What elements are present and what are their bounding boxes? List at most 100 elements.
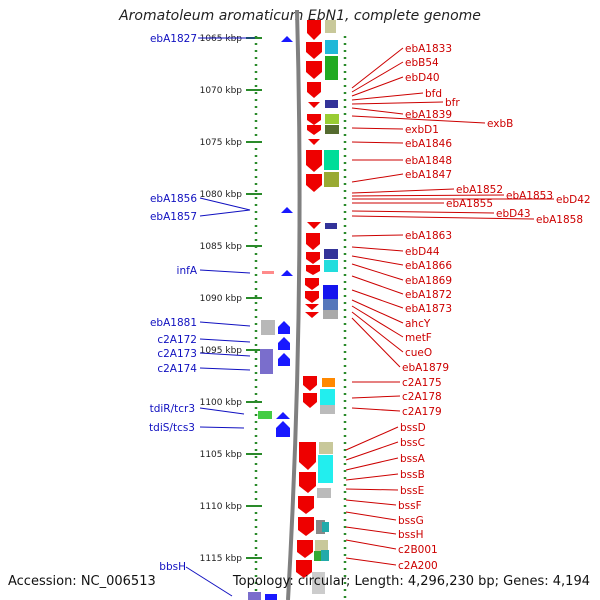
block-9[interactable] [325,223,337,229]
gene-ebA1827[interactable] [281,36,293,42]
gene-tdiS[interactable] [276,421,290,437]
gene-red-26[interactable] [296,560,312,578]
gene-bbsH-arrow[interactable] [265,594,277,600]
right-label[interactable]: ebD40 [405,72,440,84]
block-2[interactable] [325,40,338,54]
label-c2A174[interactable]: c2A174 [157,363,197,375]
gene-red-16[interactable] [305,291,319,303]
block-25[interactable] [321,550,329,561]
block-21[interactable] [316,520,325,534]
right-label[interactable]: bssA [400,453,426,465]
right-label[interactable]: ebA1855 [446,198,493,210]
block-14[interactable] [323,310,338,319]
right-label[interactable]: ebA1866 [405,260,452,272]
block-16[interactable] [320,389,335,405]
right-label[interactable]: ebA1853 [506,190,553,202]
right-label[interactable]: c2A179 [402,406,442,418]
block-11[interactable] [324,260,338,272]
gene-red-19[interactable] [303,376,317,391]
right-label[interactable]: ebA1872 [405,289,452,301]
block-23[interactable] [315,540,328,551]
gene-tdiR-arrow[interactable] [276,412,290,419]
gene-red-22[interactable] [299,472,316,493]
block-22[interactable] [322,522,329,532]
right-label[interactable]: ebD44 [405,246,440,258]
gene-red-18[interactable] [305,312,319,318]
block-17[interactable] [320,405,335,414]
right-label[interactable]: ebA1852 [456,184,503,196]
gene-red-20[interactable] [303,393,317,408]
right-label[interactable]: bssD [400,422,426,434]
right-label[interactable]: ebA1863 [405,230,452,242]
right-label[interactable]: ebA1847 [405,169,452,181]
block-3[interactable] [325,56,338,80]
block-4[interactable] [325,100,338,108]
label-c2A173[interactable]: c2A173 [157,348,197,360]
gene-red-10[interactable] [306,174,322,192]
label-ebA1881[interactable]: ebA1881 [150,317,197,329]
block-1[interactable] [325,20,336,33]
gene-c2A174[interactable] [278,353,290,366]
gene-red-3[interactable] [306,61,322,79]
right-label[interactable]: bssB [400,469,425,481]
gene-ebA1881[interactable] [261,320,275,335]
block-20[interactable] [317,488,331,498]
block-10[interactable] [324,249,338,259]
block-6[interactable] [325,125,339,134]
gene-red-14[interactable] [306,265,320,275]
right-label[interactable]: ebA1846 [405,138,452,150]
right-label[interactable]: ebA1873 [405,303,452,315]
right-label[interactable]: ebA1869 [405,275,452,287]
gene-red-4[interactable] [307,82,321,98]
gene-infA[interactable] [281,270,293,276]
right-label[interactable]: bfd [425,88,442,100]
gene-red-9[interactable] [306,150,322,172]
block-13[interactable] [323,299,338,310]
right-label[interactable]: bfr [445,97,460,109]
block-5[interactable] [325,114,339,124]
gene-red-5[interactable] [308,102,320,108]
gene-bbsH[interactable] [248,592,261,600]
gene-red-21[interactable] [299,442,316,470]
right-label[interactable]: bssE [400,485,424,497]
block-7[interactable] [324,150,339,170]
gene-red-11[interactable] [307,222,321,229]
label-ebA1857[interactable]: ebA1857 [150,211,197,223]
gene-red-2[interactable] [306,42,322,59]
block-15[interactable] [322,378,335,387]
label-ebA1856[interactable]: ebA1856 [150,193,197,205]
right-label[interactable]: ebA1879 [402,362,449,374]
right-label[interactable]: bssH [398,529,424,541]
label-tdiR-tcr3[interactable]: tdiR/tcr3 [150,403,195,415]
block-12[interactable] [323,285,338,299]
right-label[interactable]: ebA1833 [405,43,452,55]
block-18[interactable] [319,442,333,454]
block-8[interactable] [324,172,339,187]
label-infA[interactable]: infA [177,265,198,277]
gene-red-25[interactable] [297,540,313,558]
right-label[interactable]: c2A175 [402,377,442,389]
label-bbsH[interactable]: bbsH [159,561,186,573]
gene-tdiR[interactable] [258,411,272,419]
right-label[interactable]: exbB [487,118,513,130]
gene-red-13[interactable] [306,252,320,264]
block-26[interactable] [312,572,325,594]
right-label[interactable]: c2B001 [398,544,438,556]
gene-red-17[interactable] [305,304,319,310]
label-ebA1827[interactable]: ebA1827 [150,33,197,45]
gene-red-12[interactable] [306,233,320,250]
gene-red-15[interactable] [305,278,319,290]
gene-red-6[interactable] [307,114,321,125]
gene-red-1[interactable] [307,20,321,40]
block-24[interactable] [314,551,321,561]
gene-c2A173[interactable] [260,349,273,374]
gene-ebA1856[interactable] [281,207,293,213]
right-label[interactable]: c2A178 [402,391,442,403]
gene-red-7[interactable] [307,125,321,135]
gene-c2A173-a[interactable] [278,337,290,350]
right-label[interactable]: cueO [405,347,432,359]
label-tdiS-tcs3[interactable]: tdiS/tcs3 [149,422,195,434]
right-label[interactable]: ebA1839 [405,109,452,121]
gene-red-24[interactable] [298,517,314,536]
block-19[interactable] [318,455,333,483]
